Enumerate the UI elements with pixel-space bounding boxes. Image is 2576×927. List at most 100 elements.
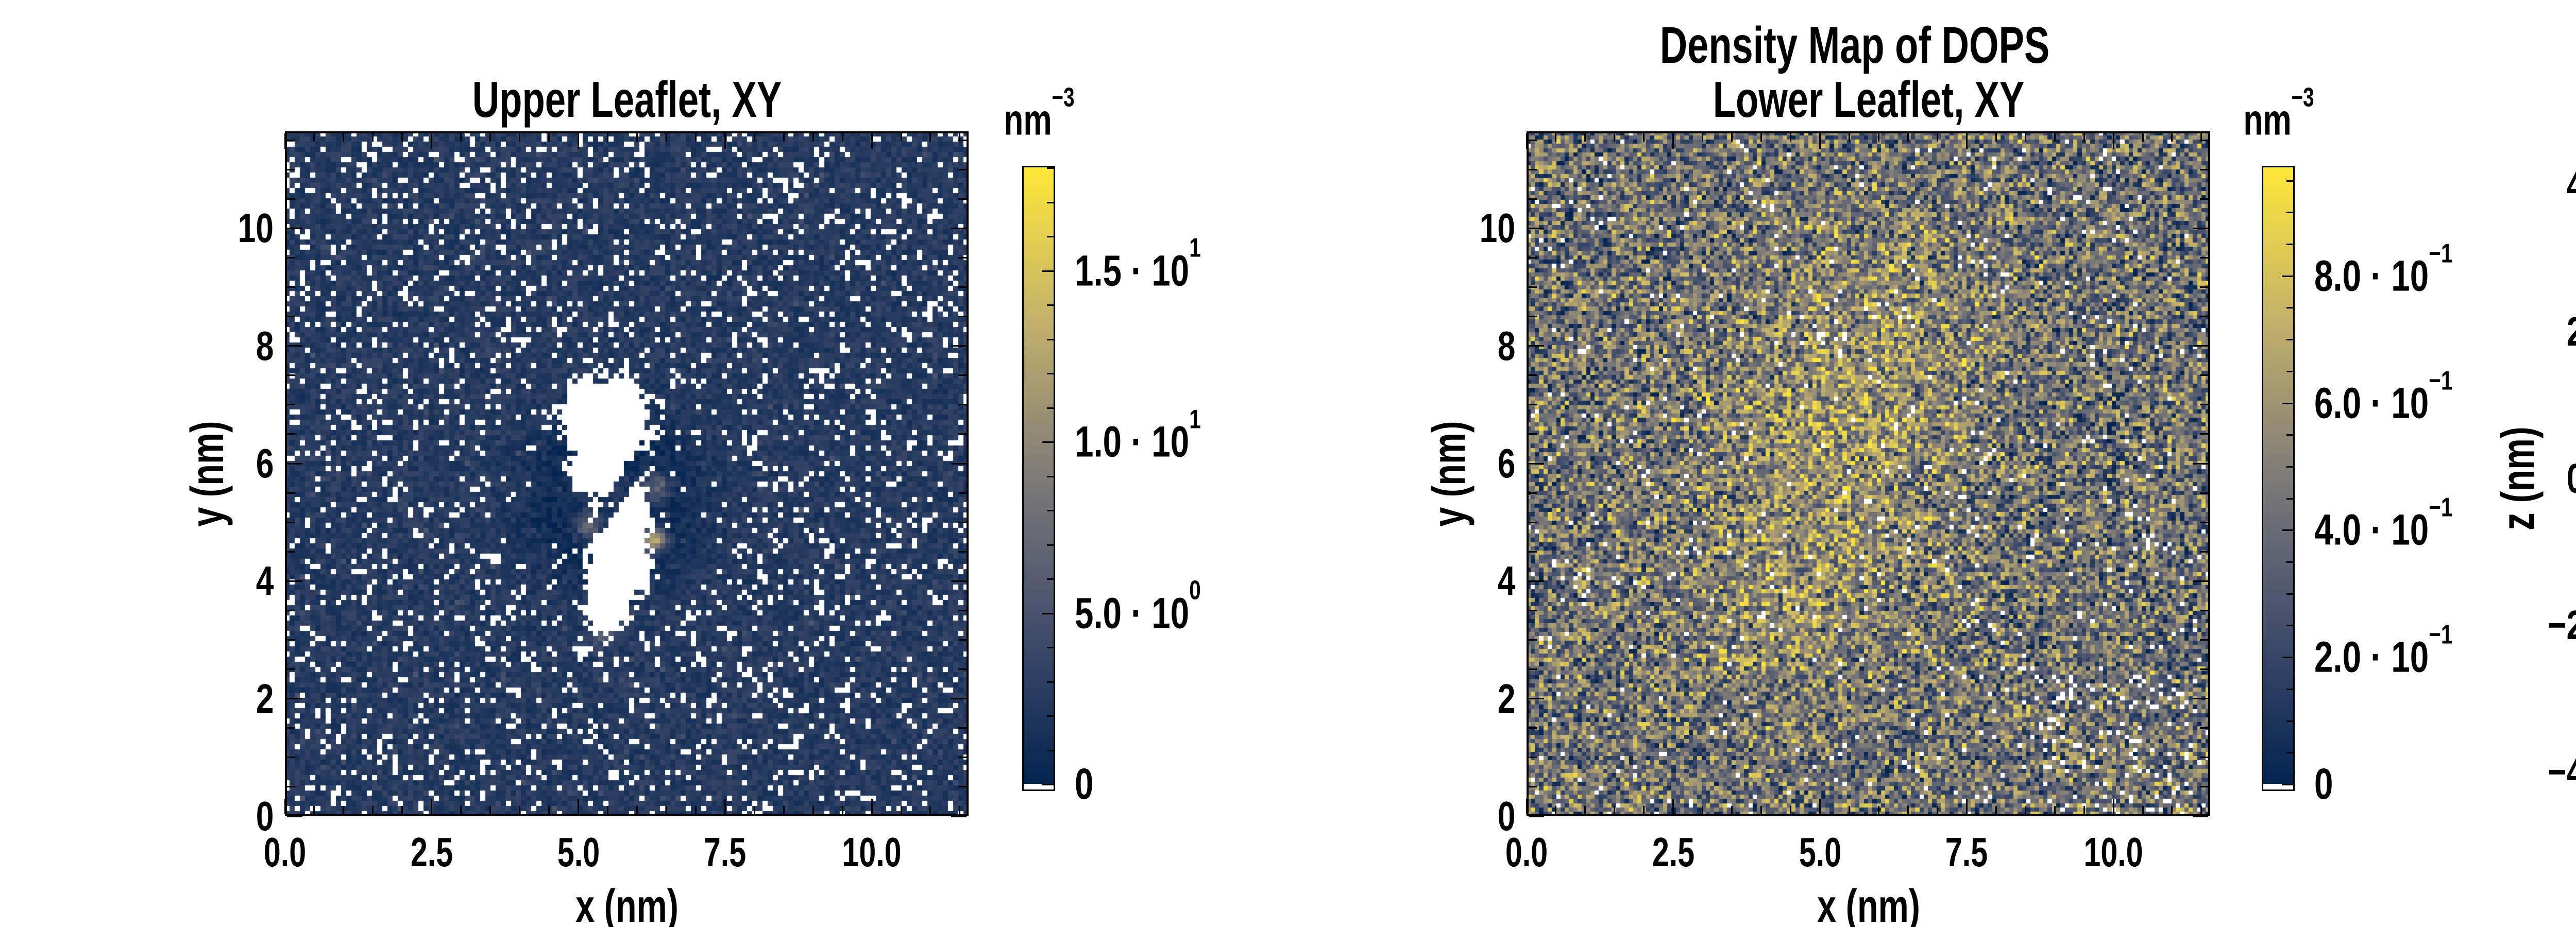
lower-leaflet-xy-cbtick bbox=[2286, 625, 2293, 627]
lower-leaflet-xy-ytick bbox=[1529, 286, 1537, 288]
lower-leaflet-xy-ytick-right bbox=[2200, 286, 2208, 288]
lower-leaflet-xy-xtick-top bbox=[2142, 133, 2144, 142]
lower-leaflet-xy-colorbar bbox=[2262, 166, 2295, 791]
lower-leaflet-xy-xtick-top bbox=[1965, 133, 1968, 149]
lower-leaflet-xy-cbtick bbox=[2286, 466, 2293, 468]
lower-leaflet-xy-heatmap bbox=[1527, 131, 2210, 816]
lower-leaflet-xy-ytick-right bbox=[2200, 168, 2208, 170]
transversal-yz-ytick-label: −2 bbox=[2547, 602, 2576, 648]
lower-leaflet-xy-xtick-label: 5.0 bbox=[1799, 829, 1841, 875]
upper-leaflet-xy-ytick-right bbox=[951, 462, 967, 465]
upper-leaflet-xy-ytick bbox=[287, 256, 295, 259]
lower-leaflet-xy-xtick-label: 10.0 bbox=[2083, 829, 2143, 875]
lower-leaflet-xy-ytick-label: 8 bbox=[1497, 322, 1515, 369]
lower-leaflet-xy-xtick-top bbox=[1877, 133, 1879, 142]
lower-leaflet-xy-ytick bbox=[1529, 139, 1537, 141]
lower-leaflet-xy-xtick bbox=[1672, 799, 1674, 814]
upper-leaflet-xy-colorbar-unit: nm−3 bbox=[1004, 82, 1075, 144]
lower-leaflet-xy-ytick bbox=[1529, 198, 1537, 200]
upper-leaflet-xy-xtick-top bbox=[519, 133, 521, 142]
lower-leaflet-xy-ytick-right bbox=[2193, 462, 2208, 465]
upper-leaflet-xy-cbtick-label: 1.5 · 101 bbox=[1075, 233, 1201, 295]
upper-leaflet-xy-ytick bbox=[287, 139, 295, 141]
upper-leaflet-xy-ytick-right bbox=[958, 374, 967, 376]
upper-leaflet-xy-cbtick bbox=[1042, 784, 1054, 785]
lower-leaflet-xy-xtick-top bbox=[1936, 133, 1938, 142]
lower-leaflet-xy-cbtick bbox=[2282, 402, 2293, 404]
lower-leaflet-xy-xtick bbox=[1790, 806, 1792, 814]
upper-leaflet-xy-xtick bbox=[578, 799, 580, 814]
upper-leaflet-xy-heatmap bbox=[285, 131, 969, 816]
lower-leaflet-xy-ytick bbox=[1529, 433, 1537, 435]
lower-leaflet-xy-ytick-right bbox=[2200, 668, 2208, 671]
transversal-yz-yaxis-label: z (nm) bbox=[2493, 426, 2544, 530]
lower-leaflet-xy-xtick-top bbox=[1790, 133, 1792, 142]
lower-leaflet-xy-xtick-top bbox=[2200, 133, 2202, 142]
upper-leaflet-xy-yaxis-label: y (nm) bbox=[182, 421, 233, 527]
upper-leaflet-xy-cbtick bbox=[1047, 338, 1054, 340]
upper-leaflet-xy-ytick bbox=[287, 551, 295, 553]
upper-leaflet-xy-xtick bbox=[519, 806, 521, 814]
lower-leaflet-xy-cbtick bbox=[2286, 720, 2293, 722]
lower-leaflet-xy-cbtick bbox=[2286, 307, 2293, 309]
lower-leaflet-xy-xtick-top bbox=[1555, 133, 1557, 142]
lower-leaflet-xy-ytick bbox=[1529, 227, 1544, 229]
upper-leaflet-xy-ytick bbox=[287, 374, 295, 376]
upper-leaflet-xy-xtick-top bbox=[372, 133, 374, 142]
lower-leaflet-xy-xtick bbox=[2171, 806, 2173, 814]
upper-leaflet-xy-colorbar bbox=[1022, 166, 1055, 791]
lower-leaflet-xy-cbtick bbox=[2286, 593, 2293, 595]
upper-leaflet-xy-xtick bbox=[489, 806, 492, 814]
lower-leaflet-xy-xtick bbox=[2024, 806, 2026, 814]
upper-leaflet-xy-ytick-right bbox=[951, 227, 967, 229]
lower-leaflet-xy-colorbar-unit: nm−3 bbox=[2243, 82, 2314, 144]
upper-leaflet-xy-ytick bbox=[287, 198, 295, 200]
lower-leaflet-xy-ytick bbox=[1529, 345, 1544, 347]
upper-leaflet-xy-xtick-top bbox=[489, 133, 492, 142]
upper-leaflet-xy-xtick bbox=[343, 806, 345, 814]
upper-leaflet-xy-xtick bbox=[724, 799, 726, 814]
upper-leaflet-xy-title: Upper Leaflet, XY bbox=[472, 71, 782, 128]
lower-leaflet-xy-xtick bbox=[2083, 806, 2085, 814]
upper-leaflet-xy-cbtick bbox=[1047, 475, 1054, 477]
upper-leaflet-xy-ytick-right bbox=[958, 404, 967, 406]
lower-leaflet-xy-ytick-right bbox=[2200, 786, 2208, 788]
upper-leaflet-xy-ytick-right bbox=[951, 345, 967, 347]
lower-leaflet-xy-cbtick bbox=[2286, 244, 2293, 246]
lower-leaflet-xy-xtick-label: 7.5 bbox=[1945, 829, 1988, 875]
lower-leaflet-xy-xtick bbox=[1526, 799, 1528, 814]
lower-leaflet-xy-ytick-right bbox=[2200, 374, 2208, 376]
upper-leaflet-xy-cbtick bbox=[1047, 647, 1054, 648]
lower-leaflet-xy-ytick bbox=[1529, 727, 1537, 729]
upper-leaflet-xy-ytick-label: 2 bbox=[256, 675, 274, 722]
upper-leaflet-xy-ytick bbox=[287, 433, 295, 435]
upper-leaflet-xy-cbtick bbox=[1047, 715, 1054, 717]
upper-leaflet-xy-xtick-top bbox=[343, 133, 345, 142]
lower-leaflet-xy-cbtick bbox=[2286, 434, 2293, 436]
lower-leaflet-xy-cbtick-label: 8.0 · 10−1 bbox=[2314, 238, 2453, 300]
upper-leaflet-xy-cbtick bbox=[1047, 578, 1054, 580]
upper-leaflet-xy-ytick-right bbox=[958, 198, 967, 200]
lower-leaflet-xy-ytick bbox=[1529, 168, 1537, 170]
upper-leaflet-xy-xtick-top bbox=[900, 133, 902, 142]
lower-leaflet-xy-xtick-top bbox=[1614, 133, 1616, 142]
lower-leaflet-xy-xtick bbox=[1965, 799, 1968, 814]
upper-leaflet-xy-ytick-right bbox=[958, 727, 967, 729]
upper-leaflet-xy-cbtick bbox=[1047, 749, 1054, 751]
upper-leaflet-xy-frame bbox=[285, 131, 969, 816]
upper-leaflet-xy-xtick bbox=[665, 806, 667, 814]
upper-leaflet-xy-ytick-right bbox=[958, 168, 967, 170]
lower-leaflet-xy-xtick bbox=[1936, 806, 1938, 814]
lower-leaflet-xy-xtick-top bbox=[2171, 133, 2173, 142]
upper-leaflet-xy-xtick bbox=[636, 806, 638, 814]
upper-leaflet-xy-ytick bbox=[287, 316, 295, 318]
upper-leaflet-xy-ytick bbox=[287, 227, 302, 229]
upper-leaflet-xy-xtick bbox=[313, 806, 315, 814]
transversal-yz-ytick-label: −4 bbox=[2547, 748, 2576, 795]
upper-leaflet-xy-xtick-label: 2.5 bbox=[410, 829, 453, 875]
lower-leaflet-xy-xtick-top bbox=[1672, 133, 1674, 149]
transversal-yz-ytick-label: 0 bbox=[2566, 458, 2576, 499]
lower-leaflet-xy-xtick-top bbox=[2112, 133, 2114, 149]
upper-leaflet-xy-xtick bbox=[929, 806, 931, 814]
